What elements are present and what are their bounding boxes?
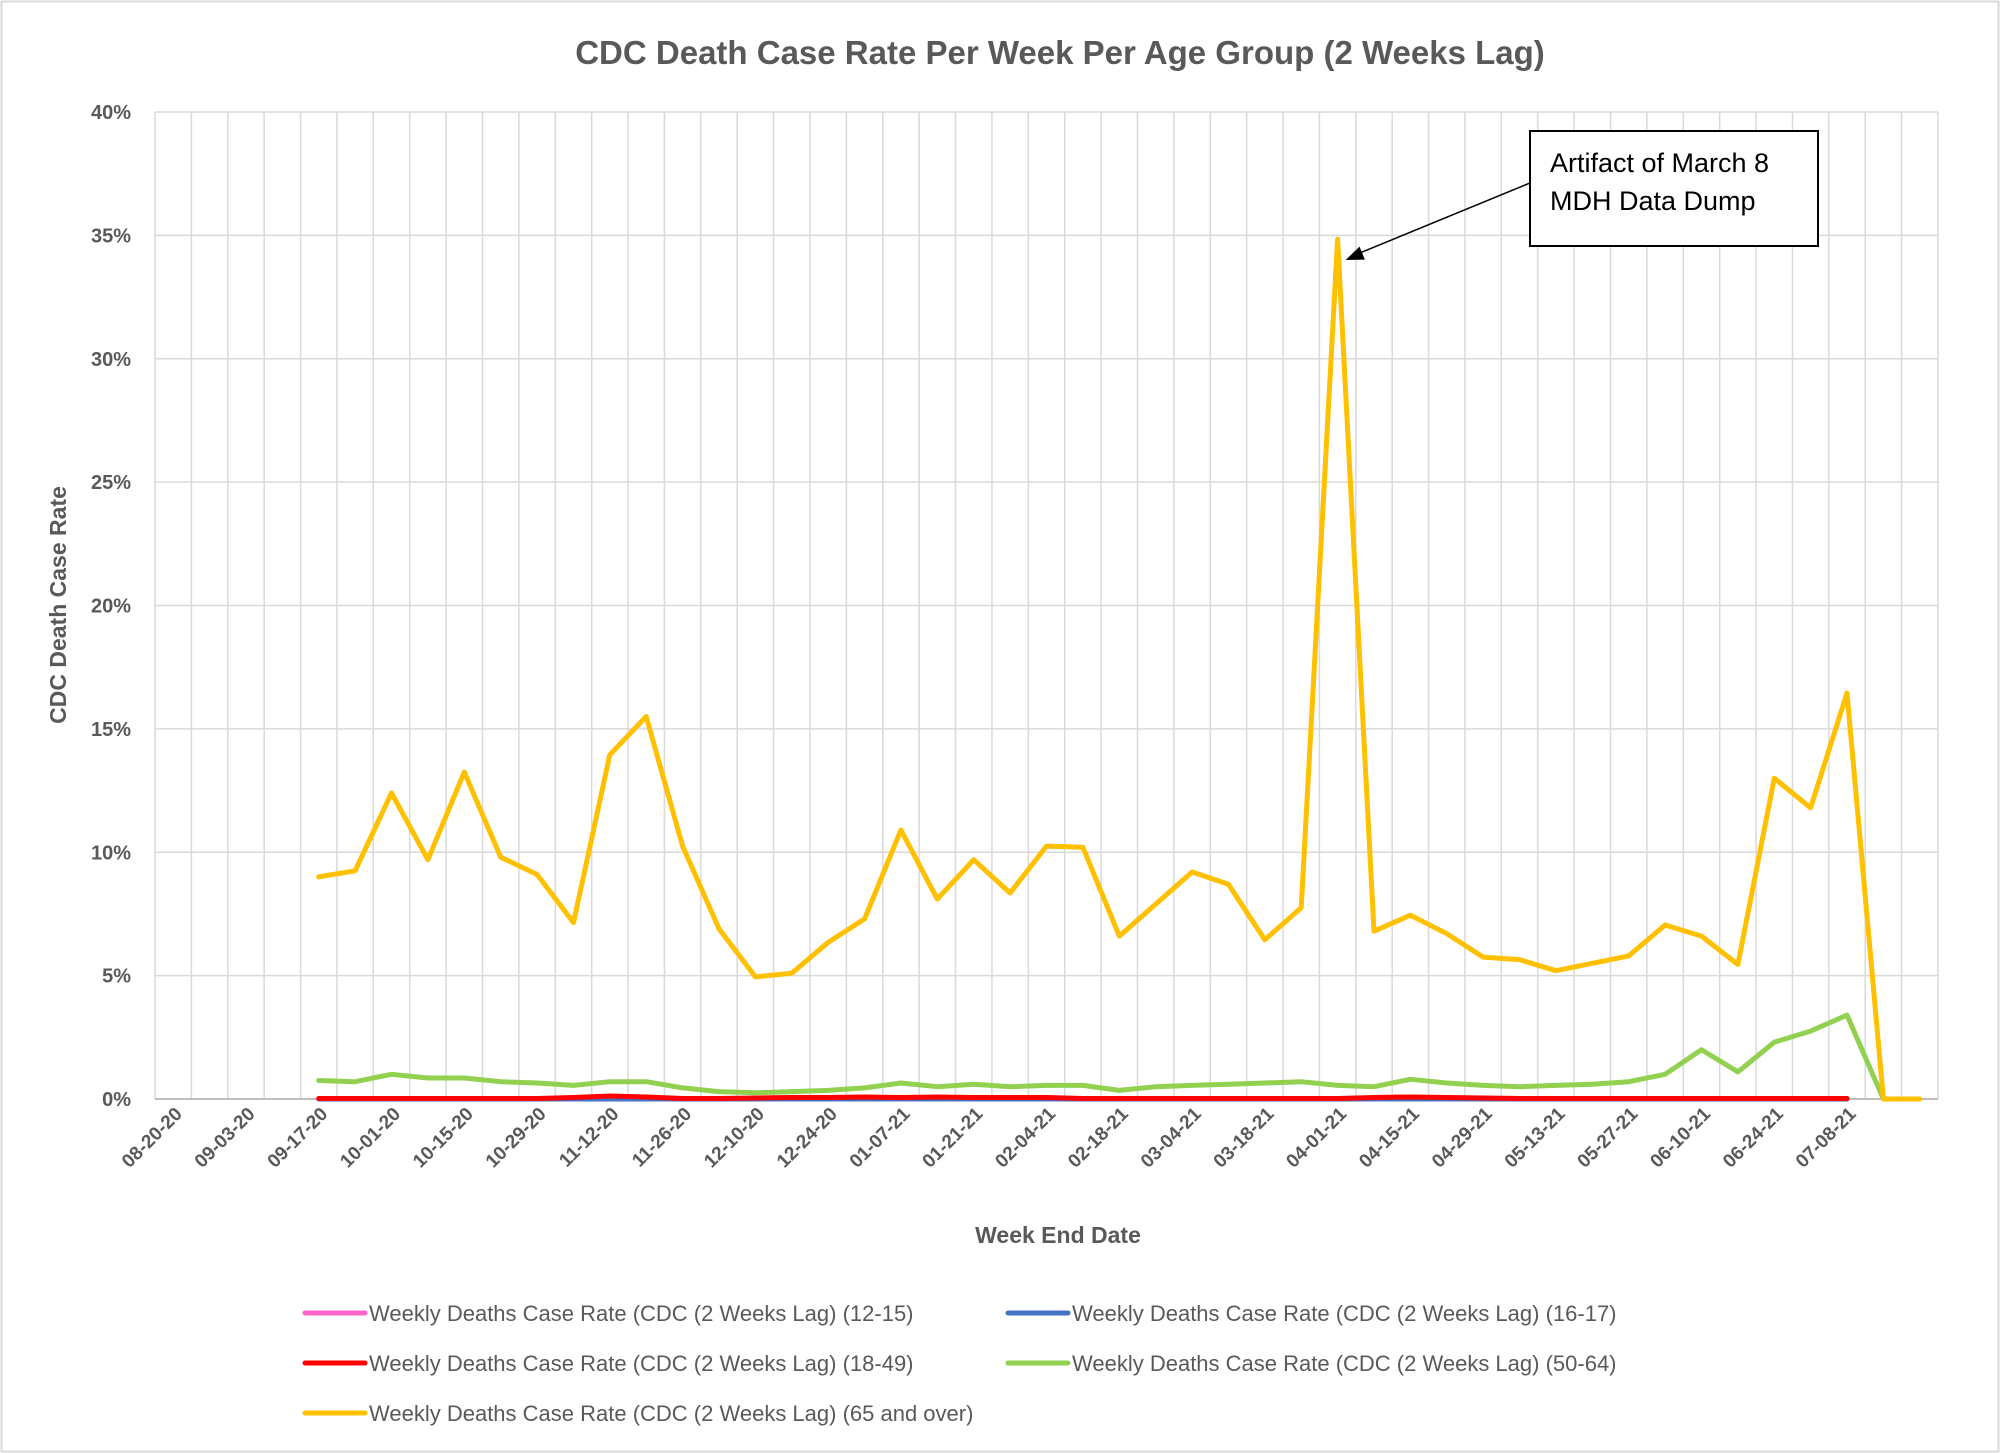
y-tick-label: 25% xyxy=(91,472,131,494)
chart-title: CDC Death Case Rate Per Week Per Age Gro… xyxy=(575,34,1545,71)
y-tick-label: 0% xyxy=(102,1089,131,1111)
y-tick-label: 5% xyxy=(102,966,131,988)
series-line-3 xyxy=(316,1012,1886,1102)
y-tick-label: 20% xyxy=(91,596,131,618)
annotation-box xyxy=(1529,130,1819,247)
legend-label-1: Weekly Deaths Case Rate (CDC (2 Weeks La… xyxy=(1072,1301,1617,1326)
annotation-text: MDH Data Dump xyxy=(1550,186,1756,216)
legend-label-3: Weekly Deaths Case Rate (CDC (2 Weeks La… xyxy=(1072,1351,1617,1376)
annotation-arrow-line xyxy=(1359,182,1531,254)
annotation-arrowhead xyxy=(1345,246,1365,261)
x-axis-title: Week End Date xyxy=(975,1222,1141,1248)
y-tick-label: 40% xyxy=(91,102,131,124)
legend-label-0: Weekly Deaths Case Rate (CDC (2 Weeks La… xyxy=(369,1301,914,1326)
legend-label-2: Weekly Deaths Case Rate (CDC (2 Weeks La… xyxy=(369,1351,914,1376)
y-tick-label: 35% xyxy=(91,225,131,247)
y-tick-label: 15% xyxy=(91,719,131,741)
y-tick-label: 10% xyxy=(91,842,131,864)
series-line-2 xyxy=(316,1093,1850,1101)
legend-label-4: Weekly Deaths Case Rate (CDC (2 Weeks La… xyxy=(369,1401,973,1426)
y-axis-title: CDC Death Case Rate xyxy=(45,486,71,724)
y-tick-label: 30% xyxy=(91,349,131,371)
annotation-text: Artifact of March 8 xyxy=(1550,148,1769,178)
series-line-4 xyxy=(316,236,1886,1102)
